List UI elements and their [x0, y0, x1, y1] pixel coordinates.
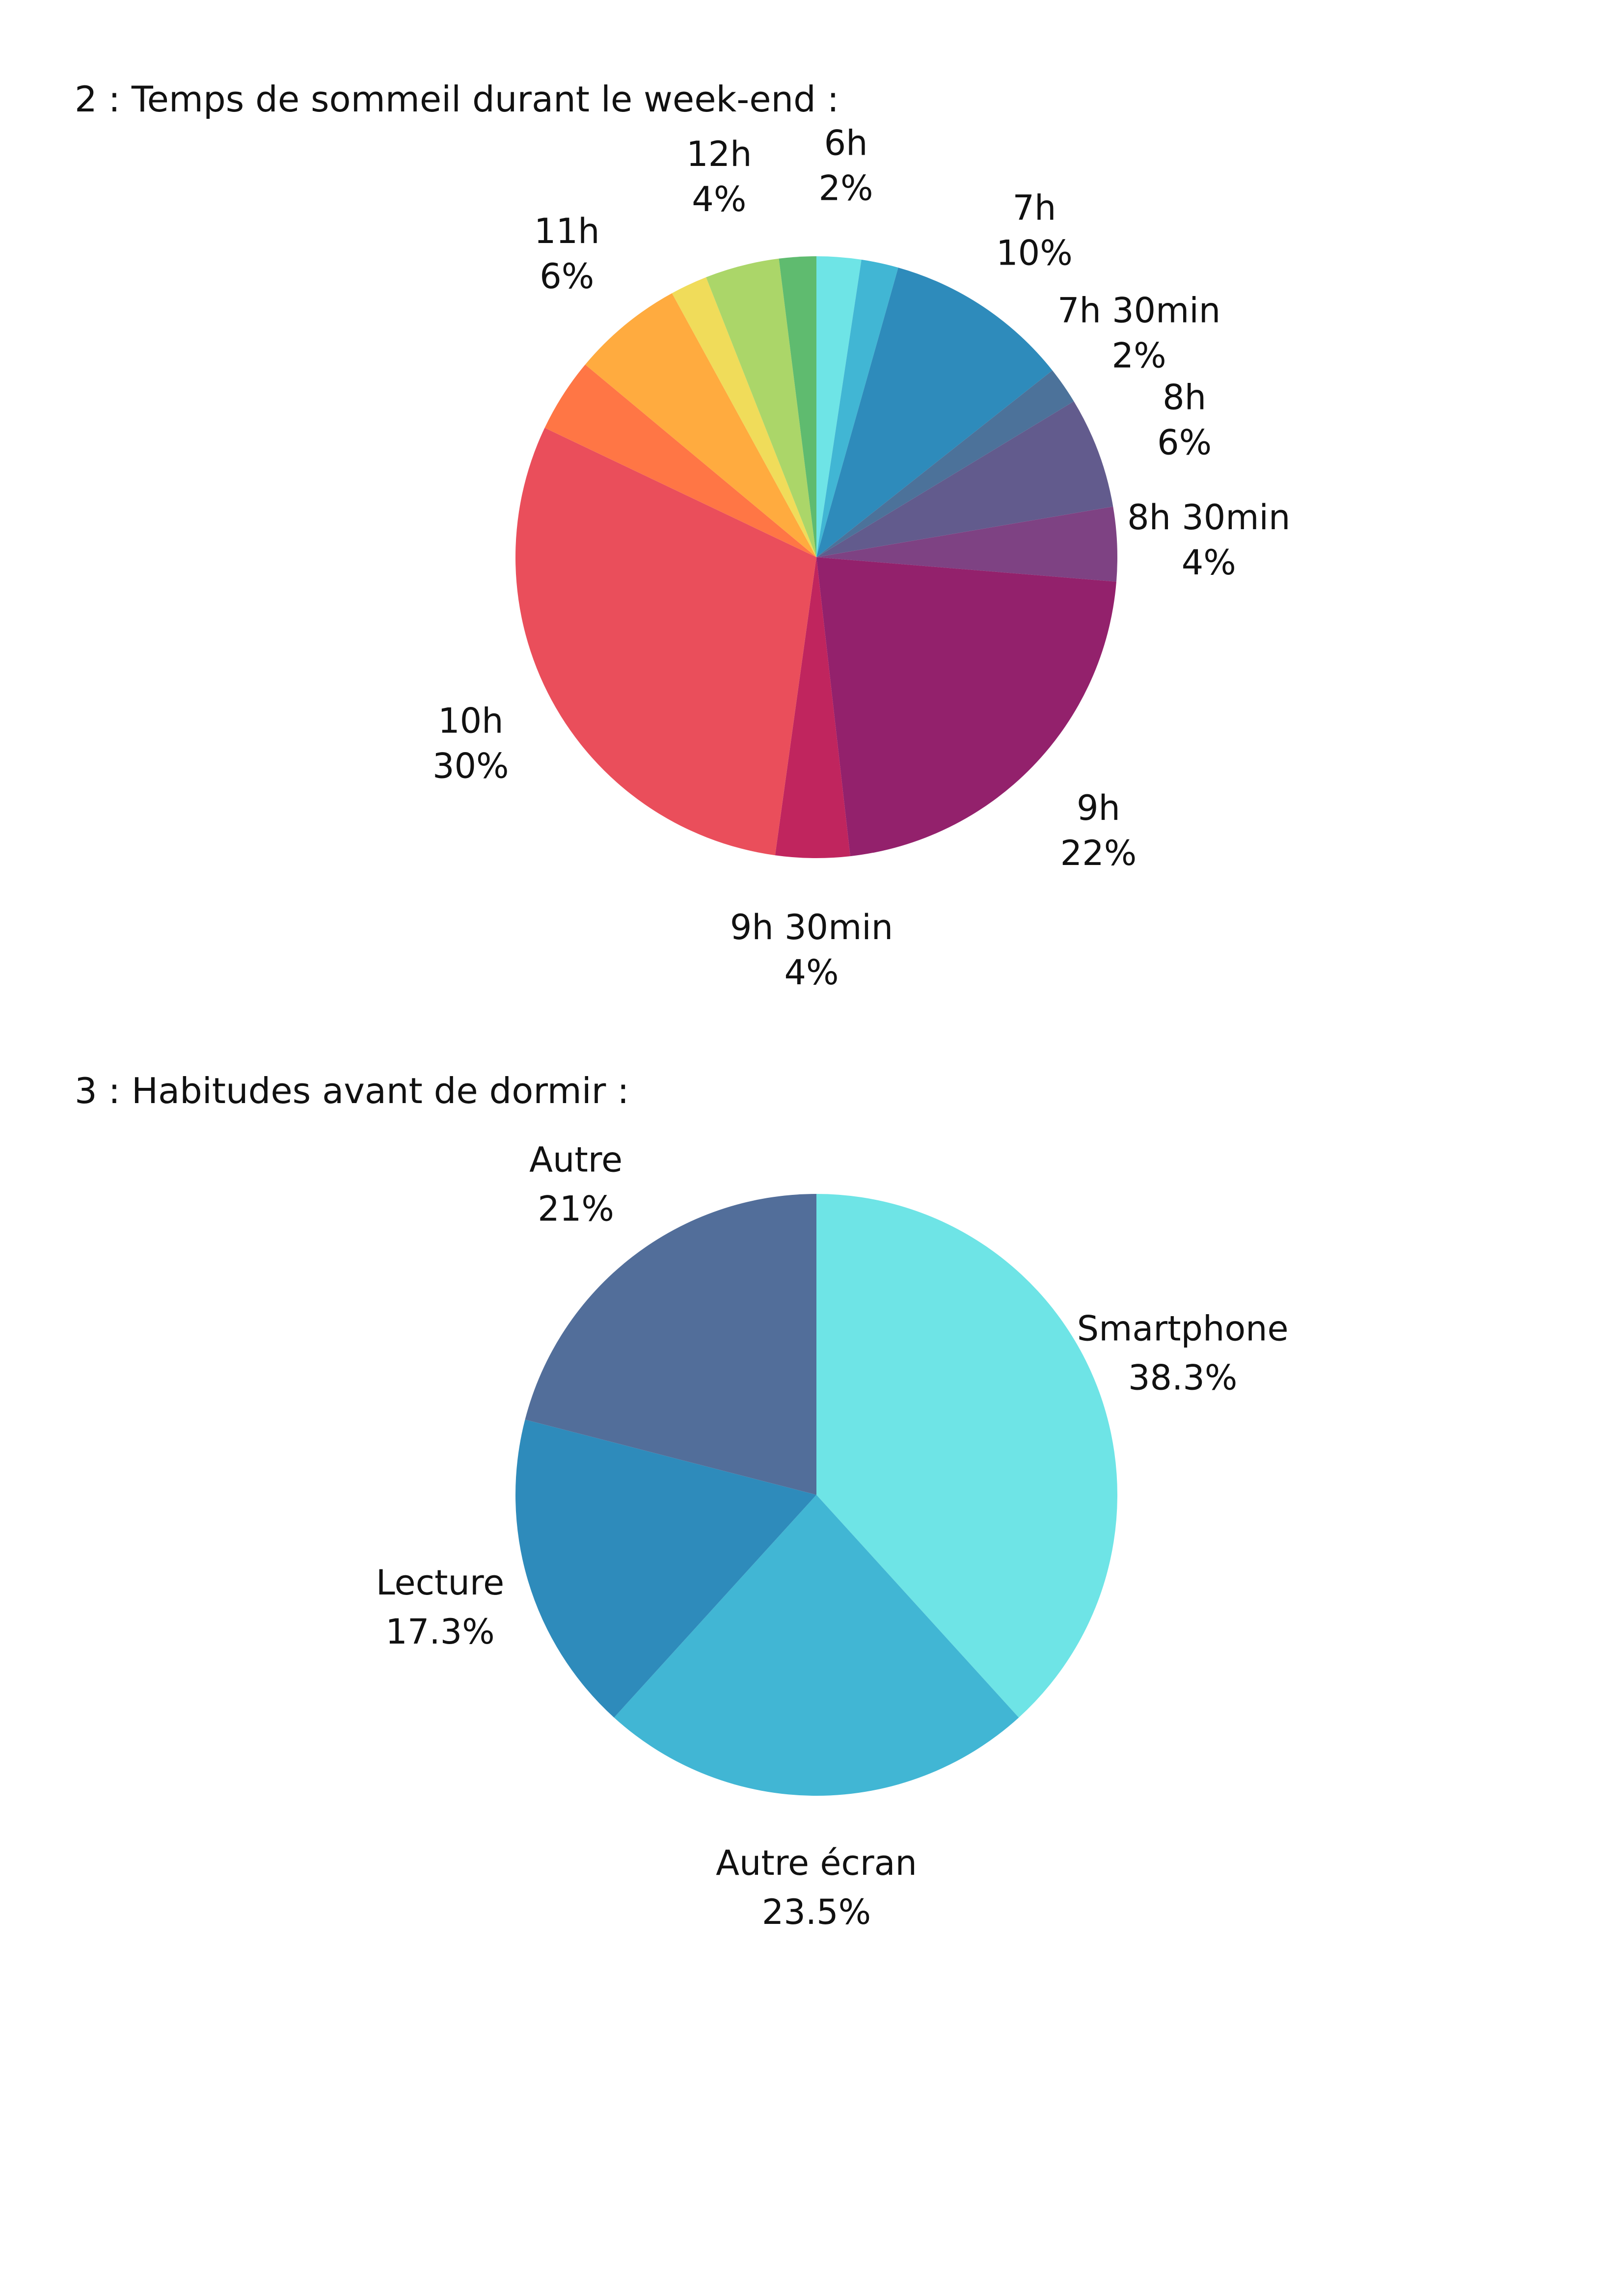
pie-slice [816, 506, 1117, 582]
pie-slice [816, 256, 862, 557]
pie-slice [706, 258, 816, 557]
pie-slice [816, 268, 1053, 557]
slice-label: 10h [438, 701, 503, 741]
slice-label: 6h [824, 123, 868, 163]
pie-slice [515, 428, 816, 856]
slice-label: Lecture [376, 1563, 504, 1603]
slice-value-label: 17.3% [385, 1612, 494, 1652]
pie-slice [779, 256, 816, 557]
pie-slice [775, 557, 850, 859]
pie-slice [672, 277, 816, 557]
slice-label: 7h [1012, 188, 1056, 228]
slice-label: 8h 30min [1127, 497, 1290, 538]
pie-slice [525, 1194, 816, 1495]
slice-value-label: 6% [540, 256, 594, 297]
slice-value-label: 30% [433, 746, 509, 786]
chart-1-title: 2 : Temps de sommeil durant le week-end … [75, 79, 839, 120]
slice-value-label: 38.3% [1128, 1358, 1237, 1398]
chart-2-title: 3 : Habitudes avant de dormir : [75, 1070, 629, 1111]
pie-slice [816, 1194, 1117, 1718]
pie-slice [614, 1495, 1019, 1796]
slice-value-label: 4% [1182, 542, 1236, 583]
slice-label: Autre [529, 1140, 623, 1180]
pie-slice [544, 364, 816, 557]
pie-slice [816, 370, 1074, 557]
pie-slice [515, 1419, 816, 1718]
slice-label: 7h 30min [1057, 291, 1220, 331]
slice-label: 9h 30min [730, 907, 893, 947]
slice-label: Autre écran [716, 1843, 917, 1883]
slice-value-label: 2% [818, 168, 873, 208]
slice-value-label: 23.5% [762, 1892, 871, 1932]
slice-label: 9h [1077, 788, 1120, 828]
slice-value-label: 4% [692, 179, 746, 219]
slice-value-label: 22% [1060, 833, 1137, 873]
pie-slice [816, 259, 898, 557]
slice-value-label: 4% [784, 952, 839, 993]
slice-label: 8h [1163, 378, 1206, 418]
slice-label: 12h [686, 134, 752, 174]
pie-slice [816, 557, 1116, 857]
slice-value-label: 21% [538, 1189, 614, 1229]
pie-slice [585, 293, 816, 557]
pie-chart-bedtime-habits: Smartphone 38.3% Autre écran 23.5% Lecture 17… [376, 1140, 1289, 1932]
slice-value-label: 10% [996, 233, 1073, 273]
slice-label: 11h [534, 211, 599, 251]
slice-label: Smartphone [1077, 1309, 1289, 1349]
slice-value-label: 6% [1157, 423, 1212, 463]
slice-value-label: 2% [1112, 336, 1166, 376]
pie-slice [816, 401, 1113, 557]
